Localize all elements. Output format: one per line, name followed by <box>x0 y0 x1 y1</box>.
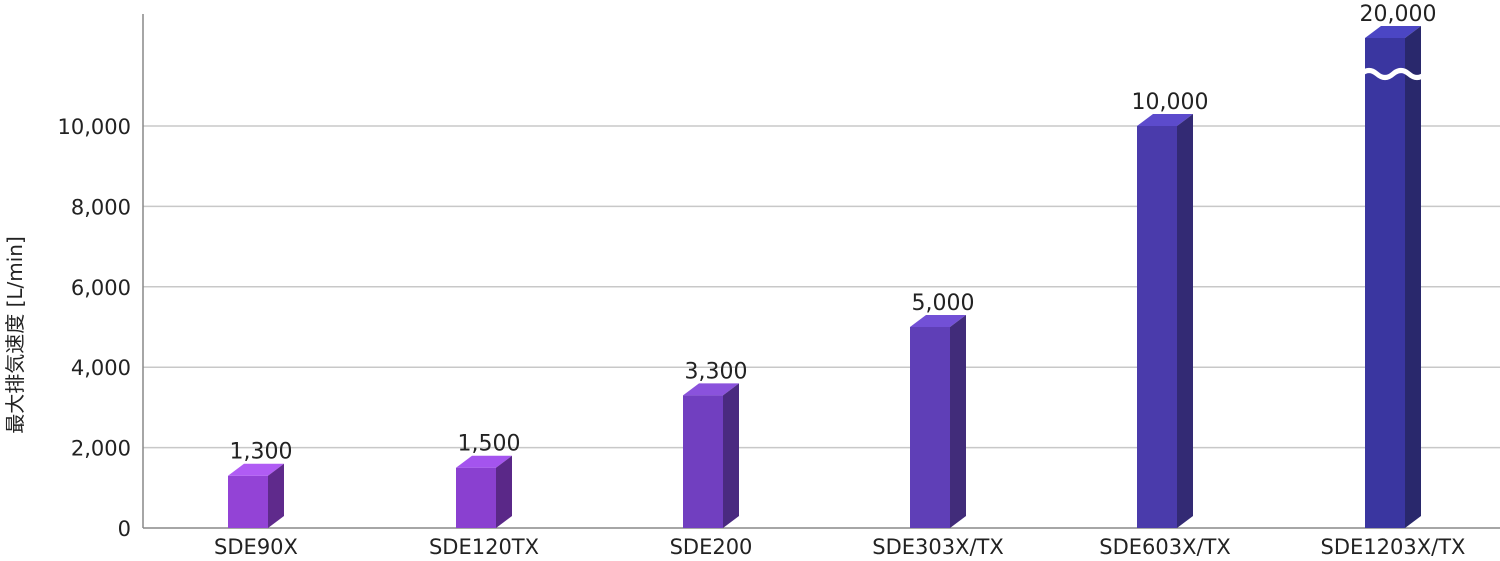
bar-top <box>910 315 966 327</box>
y-axis-title: 最大排気速度 [L/min] <box>3 236 27 434</box>
labels: 0 2,000 4,000 6,000 8,000 10,000 1,300 SDE90X 1,… <box>58 2 1466 559</box>
bar-front <box>910 327 950 528</box>
data-label: 10,000 <box>1132 90 1209 115</box>
bar-side <box>723 383 739 528</box>
data-label: 3,300 <box>685 359 748 384</box>
gridlines <box>143 125 1500 449</box>
x-tick-label: SDE303X/TX <box>872 535 1004 559</box>
axis-break-mark <box>1359 68 1427 80</box>
bar-side <box>268 463 284 528</box>
x-tick-label: SDE603X/TX <box>1099 535 1231 559</box>
x-tick-label: SDE1203X/TX <box>1321 535 1466 559</box>
bar <box>1359 26 1427 528</box>
y-tick-label: 8,000 <box>71 195 131 219</box>
data-label: 1,300 <box>230 440 293 465</box>
y-tick-label: 6,000 <box>71 276 131 300</box>
data-label: 20,000 <box>1360 2 1437 27</box>
y-tick-label: 10,000 <box>58 115 131 139</box>
y-tick-label: 2,000 <box>71 437 131 461</box>
x-tick-label: SDE90X <box>214 535 298 559</box>
bar-front <box>228 475 268 528</box>
bar-top <box>683 383 739 396</box>
bar-front <box>683 395 723 528</box>
bar-front <box>1137 126 1177 528</box>
y-tick-label: 4,000 <box>71 356 131 380</box>
bar-side <box>1405 26 1421 528</box>
bar <box>910 315 966 528</box>
x-tick-label: SDE120TX <box>429 535 539 559</box>
bar-side <box>1177 114 1193 528</box>
bar-front <box>1365 38 1405 528</box>
bar <box>456 455 512 528</box>
x-tick-label: SDE200 <box>670 535 753 559</box>
bar-top <box>1137 114 1193 126</box>
bar-top <box>456 455 512 468</box>
bar <box>228 463 284 528</box>
bar-side <box>950 315 966 528</box>
bar-side <box>496 455 512 528</box>
bar <box>1137 114 1193 528</box>
bars <box>228 26 1427 528</box>
axes <box>142 14 1500 529</box>
data-label: 5,000 <box>912 291 975 316</box>
data-label: 1,500 <box>458 432 521 457</box>
bar-top <box>1365 26 1421 38</box>
bar-top <box>228 463 284 476</box>
bar <box>683 383 739 528</box>
bar-front <box>456 467 496 528</box>
y-tick-label: 0 <box>118 517 131 541</box>
